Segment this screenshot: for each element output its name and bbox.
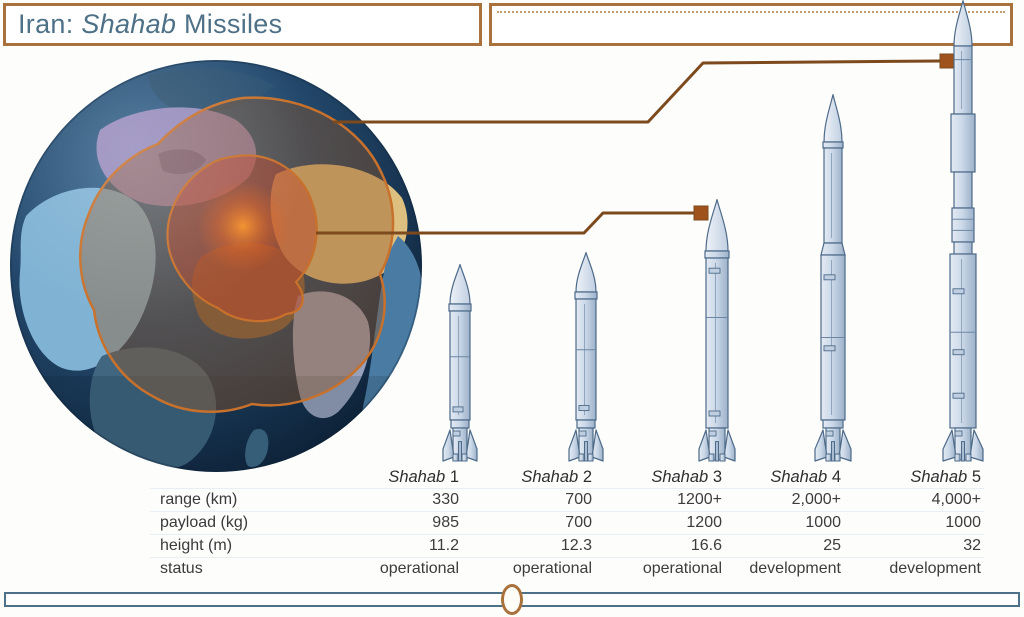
globe-range-map [8,58,424,474]
row-label-height: height (m) [160,537,233,554]
dotted-rule [497,11,1005,13]
missile-shahab-1-svg [442,264,478,462]
spec-cell: 1200 [686,514,722,531]
title-box: Iran: Shahab Missiles [3,3,482,46]
row-label-payload: payload (kg) [160,514,249,531]
missile-shahab-4-svg [814,94,852,462]
spec-cell: operational [512,560,592,577]
row-label-range: range (km) [160,491,238,508]
spec-cell: 330 [432,491,459,508]
missile-shahab-5-svg [942,0,984,462]
spec-cell: 700 [565,514,592,531]
spec-cell: 2,000+ [791,491,841,508]
missile-name-shahab-1: Shahab 1 [312,468,459,487]
missile-name-number: 5 [971,467,981,486]
spec-cell: 1000 [945,514,981,531]
missile-name-shahab-4: Shahab 4 [722,468,841,487]
globe-svg [10,60,422,472]
spec-cell: operational [379,560,459,577]
globe-sheen [10,60,422,472]
spec-cell: 11.2 [429,537,459,554]
spec-cell: 4,000+ [931,491,981,508]
spec-cell: 25 [823,537,841,554]
missile-shahab-2-svg [568,252,604,462]
spec-cell: 32 [963,537,981,554]
missile-name-shahab-2: Shahab 2 [459,468,592,487]
globe-rim [10,60,422,472]
row-label-status: status [160,560,203,577]
missile-name-italic: Shahab [651,467,709,486]
missile-name-italic: Shahab [770,467,828,486]
range-row: range (km) 330 700 1200+ 2,000+ 4,000+ [150,488,984,511]
missile-names-row: Shahab 1 Shahab 2 Shahab 3 Shahab 4 Shah… [150,466,984,488]
missile-shahab-3-svg [698,199,736,462]
missile-name-italic: Shahab [521,467,579,486]
spec-cell: development [889,560,981,577]
missile-name-number: 1 [449,467,459,486]
missile-shahab-5 [942,0,984,467]
spec-cell: 1000 [805,514,841,531]
height-row: height (m) 11.2 12.3 16.6 25 32 [150,534,984,557]
header-rule-box [489,3,1013,46]
missile-shahab-3 [698,199,736,467]
missile-name-number: 2 [582,467,592,486]
title-prefix: Iran: [18,9,82,39]
missile-name-italic: Shahab [388,467,446,486]
title-italic-word: Shahab [81,9,177,39]
missile-shahab-2 [568,252,604,467]
missile-name-shahab-5: Shahab 5 [841,468,981,487]
page-title: Iran: Shahab Missiles [18,9,282,40]
spec-cell: 16.6 [690,537,722,554]
payload-row: payload (kg) 985 700 1200 1000 1000 [150,511,984,534]
spec-cell: 700 [565,491,592,508]
missile-name-shahab-3: Shahab 3 [592,468,722,487]
spec-cell: 1200+ [677,491,722,508]
spec-cell: development [749,560,841,577]
missile-name-number: 3 [712,467,722,486]
spec-table: Shahab 1 Shahab 2 Shahab 3 Shahab 4 Shah… [150,466,984,580]
missile-name-number: 4 [831,467,841,486]
spec-cell: 12.3 [560,537,592,554]
spec-cell: 985 [432,514,459,531]
footer-ornament-circle [501,584,523,615]
missile-shahab-4 [814,94,852,467]
spec-cell: operational [642,560,722,577]
status-row: status operational operational operation… [150,557,984,580]
title-suffix: Missiles [176,9,283,39]
missile-name-italic: Shahab [910,467,968,486]
missile-shahab-1 [442,264,478,467]
